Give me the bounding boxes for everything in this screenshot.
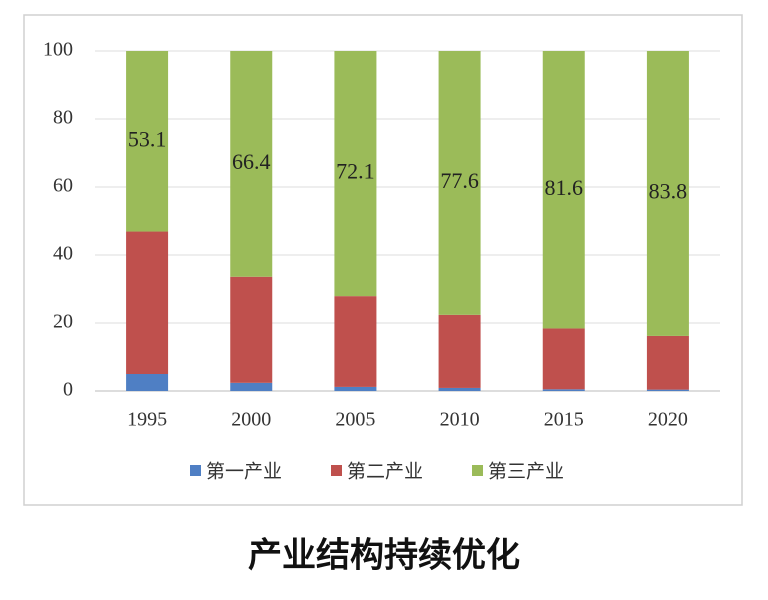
legend-label: 第三产业 <box>488 461 564 483</box>
bar-segment <box>126 51 169 232</box>
data-label: 53.1 <box>128 126 167 151</box>
y-tick-label: 100 <box>43 39 73 61</box>
x-tick-label: 1995 <box>127 409 167 431</box>
legend-swatch <box>190 465 201 476</box>
data-label: 77.6 <box>440 168 479 193</box>
data-label: 66.4 <box>232 149 271 174</box>
bar-segment <box>230 382 273 391</box>
bar-segment <box>230 276 273 383</box>
bar-segment <box>646 389 689 391</box>
legend-swatch <box>331 465 342 476</box>
x-tick-label: 2005 <box>335 409 375 431</box>
legend-label: 第一产业 <box>206 461 282 483</box>
bar-segment <box>646 335 689 390</box>
bar-segment <box>438 387 481 391</box>
bar-segment <box>334 386 377 391</box>
bar-segment <box>542 328 585 390</box>
y-tick-label: 80 <box>53 107 73 129</box>
bar-segment <box>438 314 481 388</box>
bar-segment <box>230 51 273 277</box>
data-label: 83.8 <box>649 179 688 204</box>
bar-segment <box>438 51 481 315</box>
x-tick-label: 2000 <box>231 409 271 431</box>
x-tick-label: 2015 <box>544 409 584 431</box>
y-tick-label: 40 <box>53 243 73 265</box>
data-label: 81.6 <box>545 175 584 200</box>
y-tick-label: 60 <box>53 175 73 197</box>
bar-segment <box>126 374 169 391</box>
legend-swatch <box>472 465 483 476</box>
bar-segment <box>646 51 689 336</box>
chart-title: 产业结构持续优化 <box>248 536 520 576</box>
bar-segment <box>334 51 377 297</box>
bar-segment <box>542 389 585 391</box>
data-label: 72.1 <box>336 159 375 184</box>
bar-segment <box>334 296 377 387</box>
x-tick-label: 2020 <box>648 409 688 431</box>
y-tick-label: 0 <box>63 379 73 401</box>
x-tick-label: 2010 <box>440 409 480 431</box>
bar-segment <box>126 231 169 374</box>
y-tick-label: 20 <box>53 311 73 333</box>
bar-segment <box>542 51 585 329</box>
legend-label: 第二产业 <box>347 461 423 483</box>
